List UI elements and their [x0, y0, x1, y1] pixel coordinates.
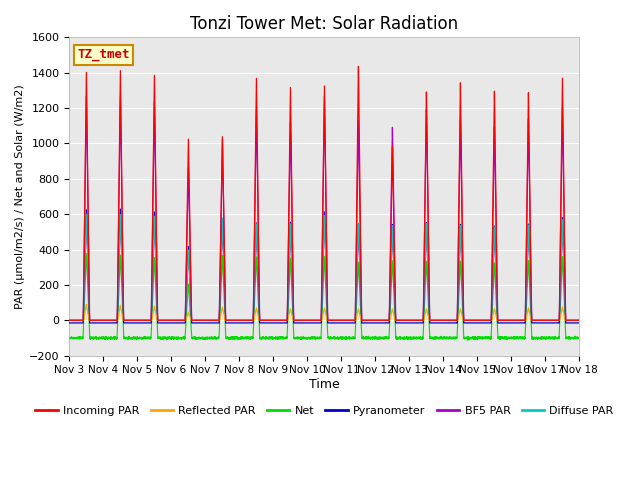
Title: Tonzi Tower Met: Solar Radiation: Tonzi Tower Met: Solar Radiation [190, 15, 458, 33]
Legend: Incoming PAR, Reflected PAR, Net, Pyranometer, BF5 PAR, Diffuse PAR: Incoming PAR, Reflected PAR, Net, Pyrano… [31, 401, 618, 420]
Text: TZ_tmet: TZ_tmet [77, 48, 129, 61]
Y-axis label: PAR (μmol/m2/s) / Net and Solar (W/m2): PAR (μmol/m2/s) / Net and Solar (W/m2) [15, 84, 25, 309]
X-axis label: Time: Time [309, 378, 340, 391]
